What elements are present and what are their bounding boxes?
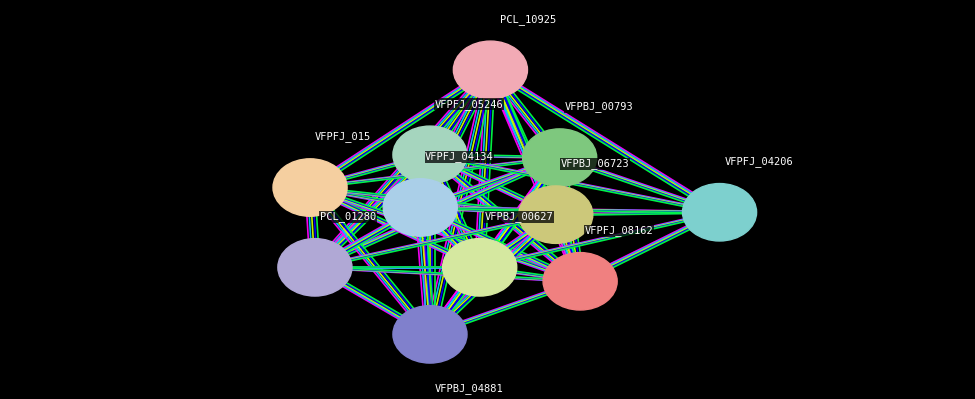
Ellipse shape — [453, 41, 527, 99]
Ellipse shape — [682, 184, 757, 241]
Text: VFPFJ_015: VFPFJ_015 — [315, 131, 371, 142]
Text: VFPBJ_00793: VFPBJ_00793 — [565, 101, 634, 113]
Text: VFPBJ_00627: VFPBJ_00627 — [485, 211, 554, 222]
Ellipse shape — [519, 186, 593, 243]
Ellipse shape — [278, 239, 352, 296]
Text: VFPFJ_05246: VFPFJ_05246 — [435, 99, 504, 110]
Text: VFPBJ_04881: VFPBJ_04881 — [435, 383, 504, 395]
Ellipse shape — [273, 159, 347, 216]
Text: PCL_01280: PCL_01280 — [320, 211, 376, 222]
Text: VFPFJ_04134: VFPFJ_04134 — [425, 151, 494, 162]
Ellipse shape — [523, 129, 597, 186]
Ellipse shape — [383, 179, 457, 236]
Ellipse shape — [393, 126, 467, 184]
Ellipse shape — [393, 306, 467, 363]
Text: VFPBJ_06723: VFPBJ_06723 — [561, 158, 630, 170]
Text: VFPFJ_04206: VFPFJ_04206 — [724, 156, 794, 167]
Ellipse shape — [543, 253, 617, 310]
Text: PCL_10925: PCL_10925 — [500, 14, 557, 25]
Ellipse shape — [443, 239, 517, 296]
Text: VFPFJ_08162: VFPFJ_08162 — [585, 225, 654, 236]
